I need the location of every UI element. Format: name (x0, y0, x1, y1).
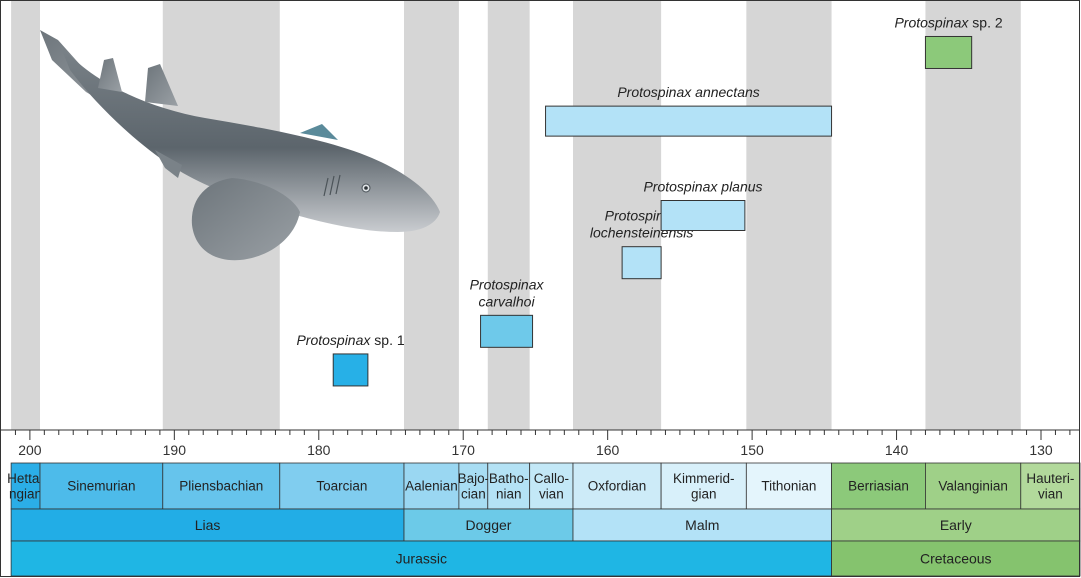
age-label-batho-nian: Batho-nian (489, 471, 529, 502)
time-axis: 200 190 180 170 160 150 140 130 (1, 429, 1080, 463)
age-cell-batho-nian (487, 462, 531, 510)
background-band-hetta-ngian (11, 1, 40, 430)
epoch-row: Lias Dogger Malm Early (10, 508, 1081, 542)
tick-label-160: 160 (596, 442, 620, 458)
axis-strip (1, 430, 1080, 463)
taxon-label-protospinax-sp-1: Protospinax sp. 1 (296, 332, 404, 348)
age-cell-callo-vian (529, 462, 574, 510)
tick-label-180: 180 (307, 442, 331, 458)
age-cell-hetta-ngian (10, 462, 41, 510)
background-band-oxfordian (573, 1, 662, 430)
shark-dorsal-fin-1 (98, 58, 122, 92)
epoch-label-malm: Malm (685, 517, 719, 533)
epoch-label-dogger: Dogger (466, 517, 512, 533)
tick-label-140: 140 (885, 442, 909, 458)
age-cell-pliensbachian (162, 462, 281, 510)
taxon-label-protospinax-planus: Protospinax planus (643, 179, 762, 195)
age-label-hetta-ngian: Hetta-ngian (7, 471, 44, 502)
age-label-callo-vian: Callo-vian (534, 471, 569, 502)
range-bar-protospinax-carvalhoi (480, 314, 534, 348)
range-bar-protospinax-annectans (545, 105, 833, 137)
tick-label-130: 130 (1029, 442, 1053, 458)
tick-label-150: 150 (740, 442, 764, 458)
epoch-cell-dogger (403, 508, 574, 542)
period-row: Jurassic Cretaceous (10, 540, 1081, 577)
age-row: Hetta-ngian Sinemurian Pliensbachian Toarci… (7, 462, 1081, 510)
epoch-cell-lias (10, 508, 405, 542)
taxon-label-protospinax-sp-2: Protospinax sp. 2 (894, 14, 1002, 30)
tick-label-190: 190 (163, 442, 187, 458)
age-label-sinemurian: Sinemurian (67, 479, 135, 494)
period-label-cretaceous: Cretaceous (920, 550, 992, 566)
age-cell-berriasian (831, 462, 926, 510)
range-bar-protospinax-planus (660, 200, 746, 231)
age-label-oxfordian: Oxfordian (588, 479, 647, 494)
shark-dorsal-fin-2 (145, 64, 178, 106)
period-cell-jurassic (10, 540, 832, 577)
range-bar-protospinax-sp-2 (924, 35, 973, 69)
range-bar-protospinax-lochensteinensis (621, 246, 662, 280)
shark-pelvic-fin (155, 150, 182, 178)
age-label-aalenian: Aalenian (405, 479, 458, 494)
age-label-toarcian: Toarcian (316, 479, 367, 494)
shark-body (60, 45, 440, 232)
age-label-kimmerid-gian: Kimmerid-gian (673, 471, 735, 502)
age-label-bajo-cian: Bajo-cian (458, 471, 490, 502)
age-label-pliensbachian: Pliensbachian (179, 479, 263, 494)
epoch-cell-early (831, 508, 1081, 542)
taxon-label-protospinax-annectans: Protospinax annectans (617, 84, 759, 100)
age-cell-bajo-cian (458, 462, 489, 510)
age-label-hauteri-vian: Hauteri-vian (1026, 471, 1074, 502)
shark-upper-fin (300, 124, 338, 140)
age-label-valanginian: Valanginian (938, 479, 1008, 494)
epoch-label-early: Early (940, 517, 972, 533)
age-label-berriasian: Berriasian (848, 479, 909, 494)
age-cell-oxfordian (572, 462, 662, 510)
taxon-genus-label-protospinax-carvalhoi: Protospinax (470, 276, 545, 292)
background-band-valanginian (925, 1, 1021, 430)
background-band-tithonian (746, 1, 832, 430)
age-label-tithonian: Tithonian (761, 479, 816, 494)
tick-label-200: 200 (18, 442, 42, 458)
taxon-species-label-protospinax-carvalhoi: carvalhoi (479, 293, 536, 309)
age-cell-kimmerid-gian (660, 462, 747, 510)
shark-pectoral-fin (191, 178, 300, 261)
period-label-jurassic: Jurassic (396, 550, 447, 566)
background-band-batho-nian (487, 1, 530, 430)
age-cell-hauteri-vian (1020, 462, 1081, 510)
protospinax-shark-illustration (40, 30, 440, 261)
age-cell-sinemurian (39, 462, 164, 510)
age-cell-aalenian (403, 462, 460, 510)
epoch-label-lias: Lias (195, 517, 221, 533)
age-band-layer (11, 1, 1021, 430)
range-bar-protospinax-sp-1 (332, 353, 369, 387)
tick-label-170: 170 (452, 442, 476, 458)
